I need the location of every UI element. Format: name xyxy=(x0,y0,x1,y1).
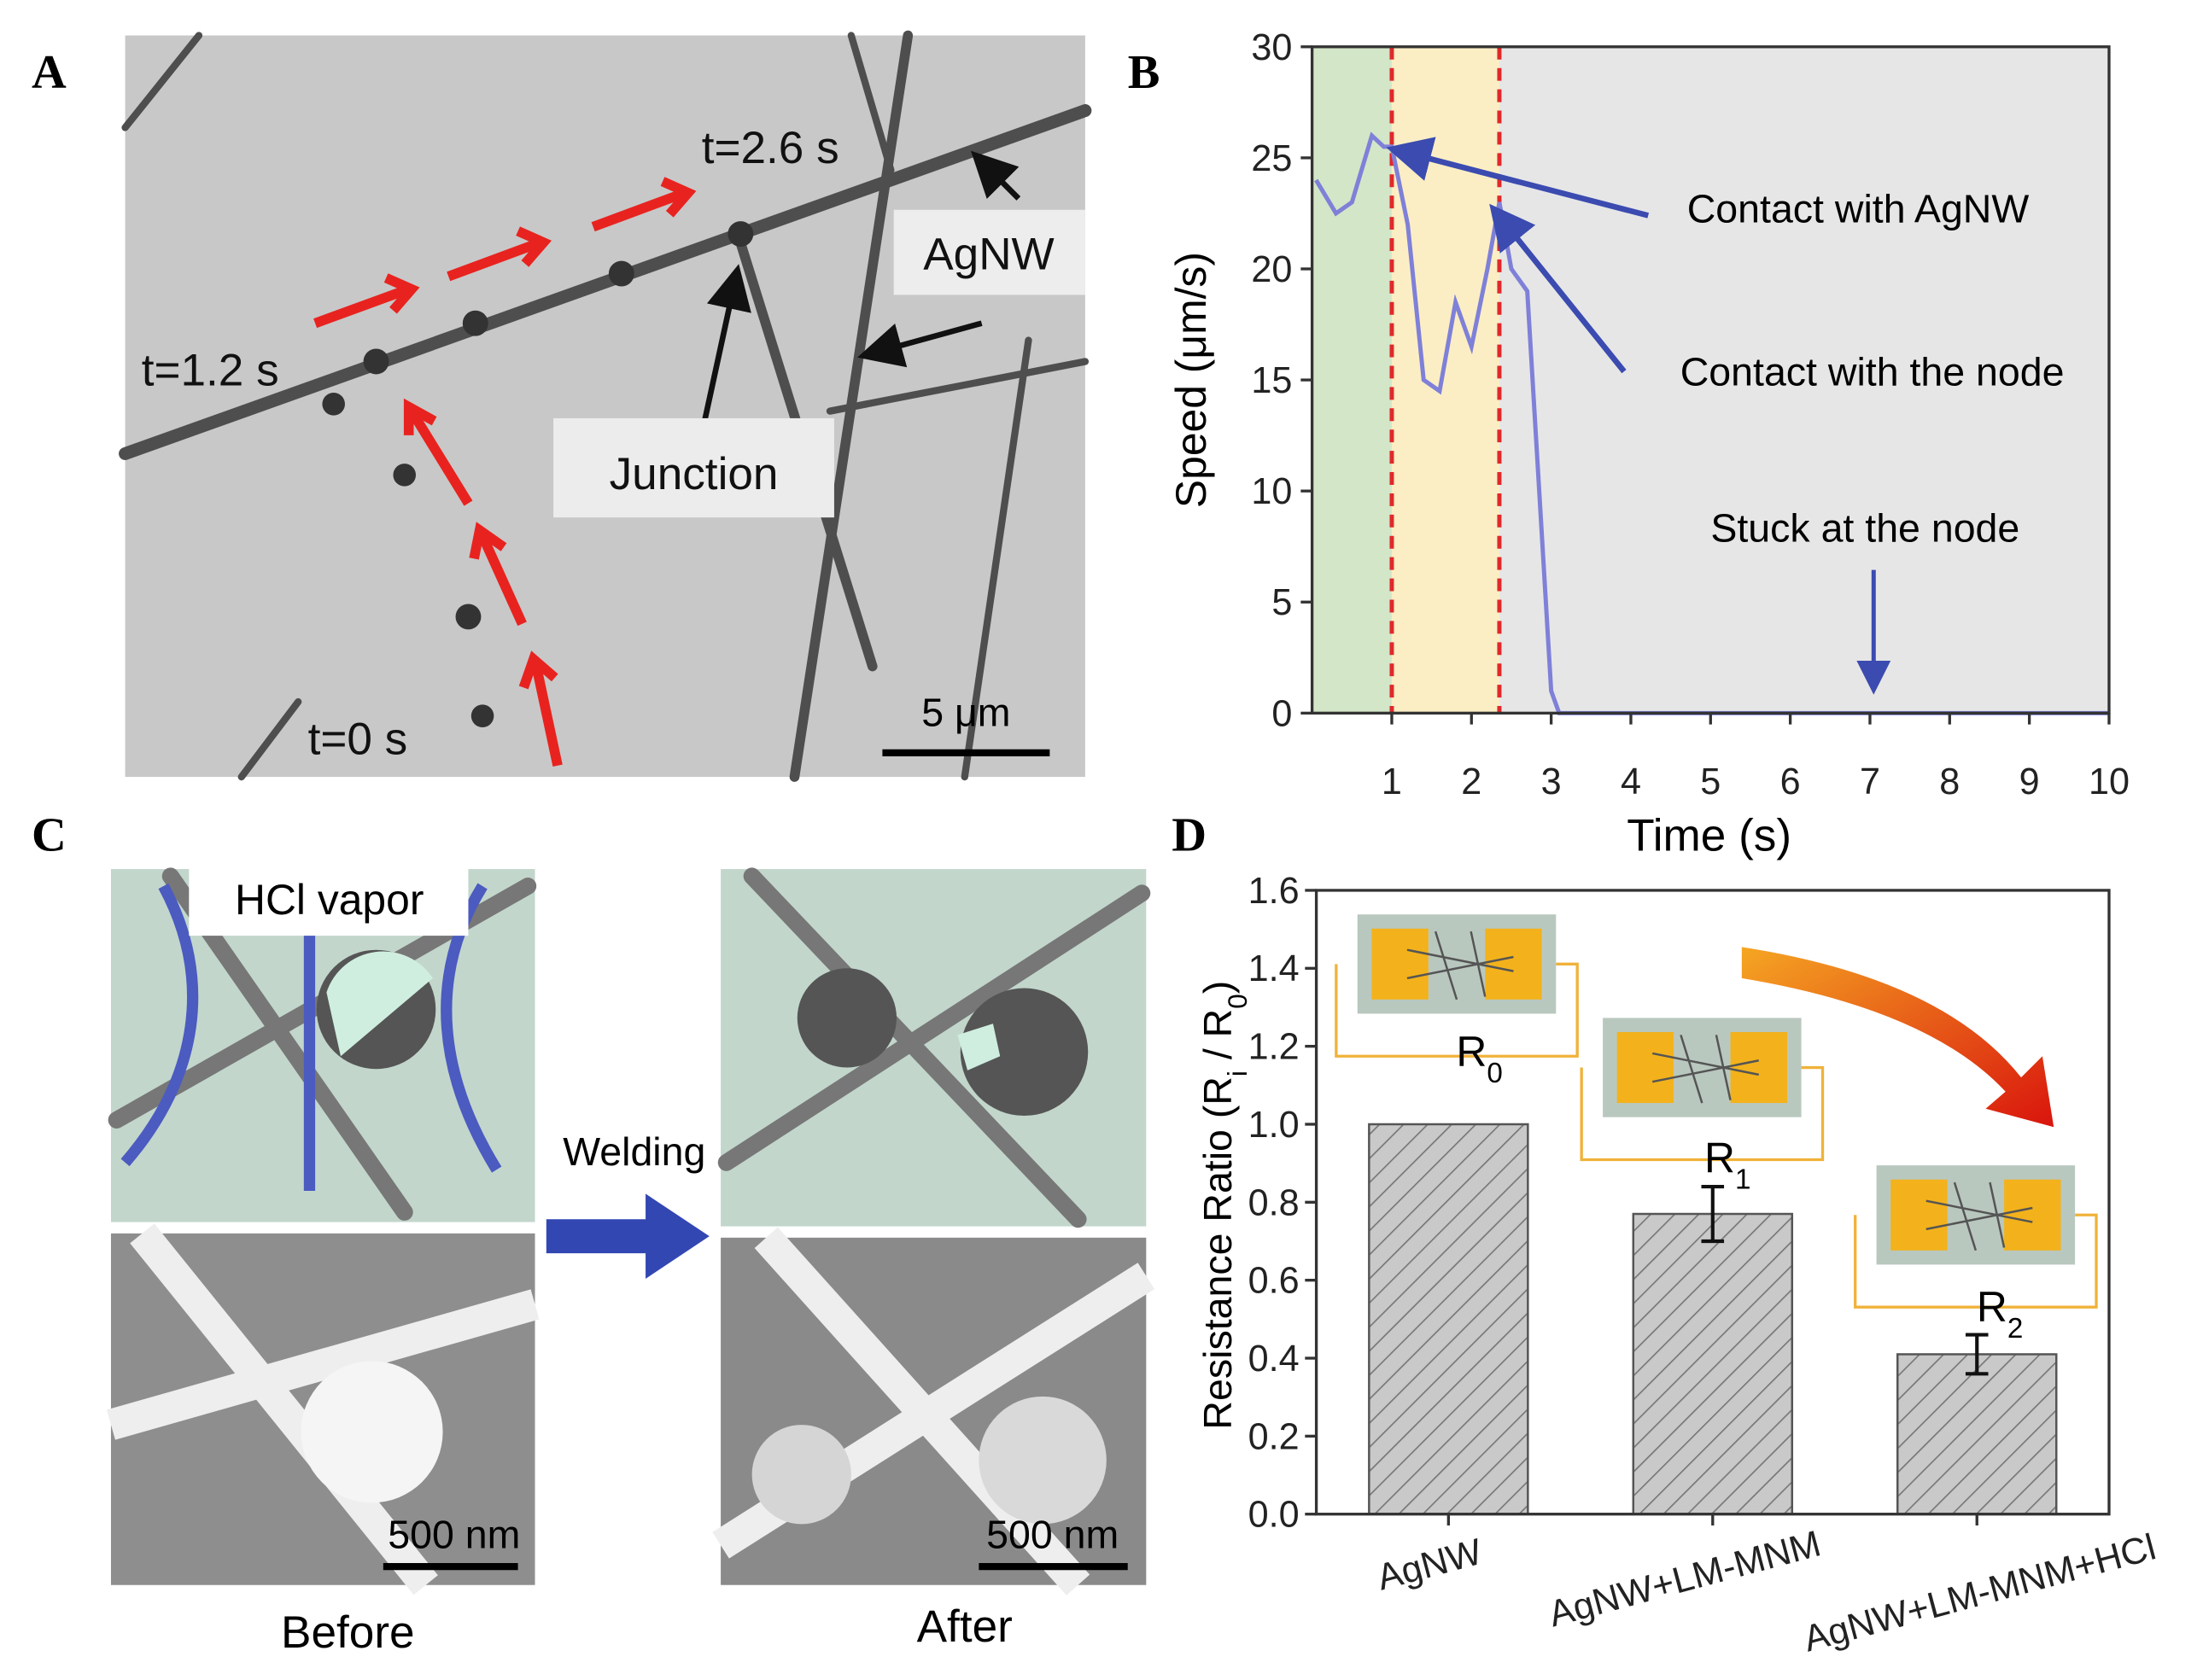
y-tick-label: 0.8 xyxy=(1248,1182,1300,1223)
label-part: i xyxy=(1222,1070,1253,1076)
inset-electrode xyxy=(1371,928,1429,1000)
time-label: t=0 s xyxy=(308,715,408,765)
annotation: Contact with AgNW xyxy=(1687,187,2030,231)
x-tick-label: AgNW+LM-MNM+HCl xyxy=(1799,1526,2159,1660)
y-tick-label: 0.6 xyxy=(1248,1261,1300,1302)
schematic-c xyxy=(106,867,1155,1595)
shaded-region xyxy=(1312,46,1392,714)
time-label: t=2.6 s xyxy=(702,123,839,173)
y-tick-label: 20 xyxy=(1251,249,1292,290)
x-tick-label: 2 xyxy=(1461,761,1481,802)
label-part: R xyxy=(1977,1283,2007,1331)
label-part: Resistance Ratio (R xyxy=(1195,1076,1240,1429)
caption: After xyxy=(917,1601,1013,1652)
x-tick-label: 7 xyxy=(1860,761,1880,802)
y-tick-label: 30 xyxy=(1251,27,1292,68)
process-label: Welding xyxy=(563,1129,705,1174)
y-tick-label: 5 xyxy=(1271,582,1292,623)
x-axis-label: Time (s) xyxy=(1627,810,1791,860)
inset-circuit xyxy=(1580,1065,1825,1162)
x-tick-label: AgNW xyxy=(1373,1531,1487,1599)
x-tick-label: 1 xyxy=(1382,761,1402,802)
x-tick-label: 5 xyxy=(1700,761,1721,802)
bar xyxy=(1896,1353,2058,1515)
inset-electrode xyxy=(1890,1179,1948,1251)
inset-label: R0 xyxy=(1456,1028,1502,1089)
wire-label: AgNW xyxy=(923,230,1055,280)
inset-label: R1 xyxy=(1704,1134,1750,1195)
inset-wires xyxy=(1651,1034,1760,1104)
y-tick-label: 1.0 xyxy=(1248,1105,1300,1146)
y-tick-label: 10 xyxy=(1251,471,1292,512)
inset-label: R2 xyxy=(1977,1283,2023,1345)
panel-label: B xyxy=(1128,46,1160,99)
label-part: R xyxy=(1704,1134,1735,1181)
y-axis-label: Resistance Ratio (Ri / R0) xyxy=(1195,981,1253,1430)
scale-bar-label: 500 nm xyxy=(388,1513,520,1557)
panel-label: D xyxy=(1172,808,1207,861)
inset-electrode xyxy=(1730,1032,1787,1104)
bar xyxy=(1368,1123,1529,1515)
annotation: Stuck at the node xyxy=(1710,505,2019,550)
annotation: Contact with the node xyxy=(1680,350,2065,394)
scale-bar-label: 5 μm xyxy=(921,690,1010,734)
label-part: / R xyxy=(1195,1009,1240,1070)
label-part: R xyxy=(1456,1028,1487,1076)
micrograph-a xyxy=(119,30,1092,782)
inset-wires xyxy=(1925,1181,2033,1251)
chart-b: 1 2 3 4 5 6 7 8 9 10 0 5 10 15 20 25 30 Contact with AgNW… xyxy=(1251,27,2130,802)
annotation-arrow xyxy=(1386,137,1650,219)
y-tick-label: 25 xyxy=(1251,138,1292,179)
trend-arrow xyxy=(1741,947,2054,1128)
label-part: ) xyxy=(1195,981,1240,995)
caption: Before xyxy=(281,1607,415,1658)
x-tick-label: 10 xyxy=(2089,761,2130,802)
y-tick-label: 1.4 xyxy=(1248,948,1300,989)
panel-label: C xyxy=(32,808,67,861)
vapor-label: HCl vapor xyxy=(235,876,424,924)
bar xyxy=(1632,1212,1794,1515)
shaded-region xyxy=(1499,46,2109,714)
time-label: t=1.2 s xyxy=(142,346,279,396)
inset-electrode xyxy=(1485,928,1542,1000)
y-tick-label: 0.0 xyxy=(1248,1495,1300,1536)
x-tick-label: AgNW+LM-MNM xyxy=(1545,1523,1826,1635)
line-series xyxy=(1314,131,2109,715)
label-part: 2 xyxy=(2007,1312,2023,1344)
y-axis-label: Speed (μm/s) xyxy=(1167,252,1215,508)
inset-circuit xyxy=(1854,1213,2098,1309)
inset-circuit xyxy=(1335,962,1579,1058)
junction-label: Junction xyxy=(610,449,779,499)
panel-label: A xyxy=(32,46,67,99)
y-tick-label: 1.2 xyxy=(1248,1027,1300,1068)
y-tick-label: 0 xyxy=(1271,693,1292,734)
x-tick-label: 9 xyxy=(2019,761,2040,802)
y-tick-label: 0.4 xyxy=(1248,1339,1300,1380)
y-tick-label: 1.6 xyxy=(1248,871,1300,912)
annotation-arrow xyxy=(1489,203,1627,374)
x-tick-label: 6 xyxy=(1780,761,1801,802)
x-tick-label: 3 xyxy=(1541,761,1562,802)
inset-wires xyxy=(1406,930,1514,1000)
shaded-region xyxy=(1391,46,1499,714)
y-tick-label: 0.2 xyxy=(1248,1416,1300,1457)
label-part: 1 xyxy=(1735,1164,1750,1195)
x-tick-label: 4 xyxy=(1621,761,1641,802)
y-tick-label: 15 xyxy=(1251,360,1292,401)
inset-electrode xyxy=(1616,1032,1674,1104)
label-part: 0 xyxy=(1487,1057,1502,1088)
inset-electrode xyxy=(2004,1179,2061,1251)
label-part: 0 xyxy=(1222,994,1253,1009)
scale-bar-label: 500 nm xyxy=(986,1513,1119,1557)
x-tick-label: 8 xyxy=(1939,761,1960,802)
